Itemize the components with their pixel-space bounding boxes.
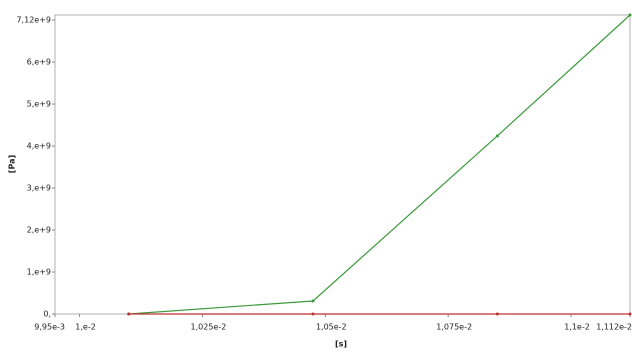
point-marker (628, 312, 632, 316)
point-marker (311, 299, 315, 303)
x-tick-label: 1,e-2 (75, 323, 96, 332)
point-marker (495, 134, 499, 138)
y-tick-label: 3,e+9 (27, 184, 51, 193)
y-tick-label: 6,e+9 (27, 58, 51, 67)
plot-frame (54, 14, 631, 315)
y-axis-title: [Pa] (8, 155, 17, 173)
y-tick-label: 2,e+9 (27, 226, 51, 235)
y-tick-label: 7,12e+9 (16, 16, 51, 25)
y-tick-label: 0, (43, 310, 51, 319)
point-marker (127, 312, 131, 316)
point-marker (628, 13, 632, 17)
y-tick-label: 1,e+9 (27, 268, 51, 277)
x-tick-label: 9,95e-3 (34, 323, 65, 332)
y-tick-label: 4,e+9 (27, 142, 51, 151)
point-marker (495, 312, 499, 316)
x-tick-label: 1,05e-2 (316, 323, 347, 332)
y-tick-label: 5,e+9 (27, 100, 51, 109)
x-tick-label: 1,025e-2 (191, 323, 227, 332)
x-axis-title: [s] (335, 340, 347, 349)
series-line (128, 14, 631, 315)
x-tick-label: 1,112e-2 (596, 323, 632, 332)
point-marker (311, 312, 315, 316)
x-tick-label: 1,075e-2 (436, 323, 472, 332)
x-tick-label: 1,1e-2 (564, 323, 590, 332)
